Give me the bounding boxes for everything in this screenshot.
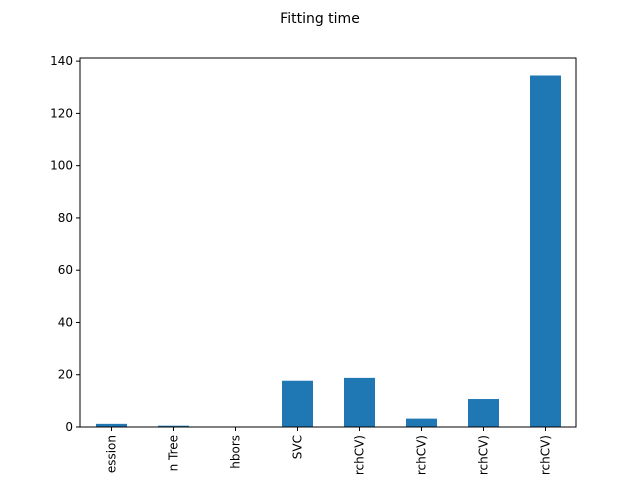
- x-tick-label-7: rchCV): [539, 435, 553, 475]
- y-tick-label-4: 80: [58, 211, 73, 225]
- bar-1: [158, 425, 189, 427]
- y-tick-label-0: 0: [65, 420, 73, 434]
- x-tick-label-5: rchCV): [415, 435, 429, 475]
- y-tick-label-5: 100: [50, 159, 73, 173]
- x-tick-label-4: rchCV): [353, 435, 367, 475]
- bar-5: [406, 418, 437, 427]
- y-tick-label-7: 140: [50, 54, 73, 68]
- y-tick-label-2: 40: [58, 315, 73, 329]
- bar-0: [96, 423, 127, 427]
- y-tick-label-1: 20: [58, 368, 73, 382]
- x-tick-label-1: n Tree: [167, 435, 181, 471]
- x-axis: ession n Tree hbors SVC rchCV) rchCV) rchCV) rc…: [105, 427, 553, 475]
- chart-title: Fitting time: [280, 11, 360, 27]
- bars-group: [96, 75, 561, 427]
- x-tick-label-2: hbors: [229, 435, 243, 469]
- x-tick-label-3: SVC: [291, 435, 305, 459]
- bar-4: [344, 377, 375, 427]
- y-tick-label-6: 120: [50, 106, 73, 120]
- x-tick-label-6: rchCV): [477, 435, 491, 475]
- y-axis: 0 20 40 60 80 100 120 140: [50, 54, 80, 434]
- bar-6: [468, 399, 499, 427]
- x-tick-label-0: ession: [105, 435, 119, 473]
- plot-frame: [79, 57, 577, 428]
- bar-7: [530, 75, 561, 427]
- y-tick-label-3: 60: [58, 263, 73, 277]
- bar-3: [282, 380, 313, 427]
